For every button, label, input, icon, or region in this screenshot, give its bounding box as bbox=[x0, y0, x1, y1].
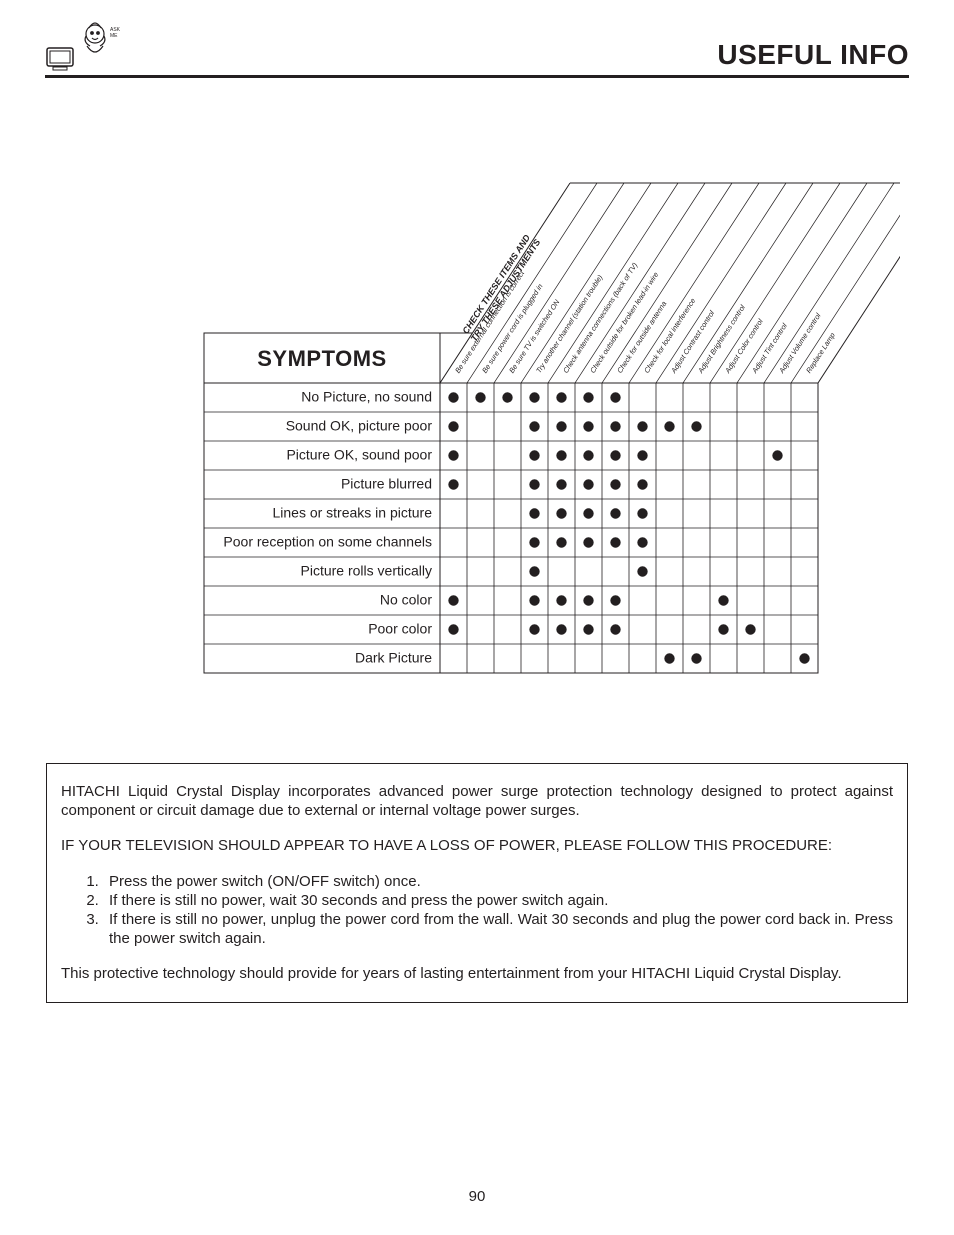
page: ASK ME USEFUL INFO SYMPTOMSCHECK THESE I… bbox=[0, 0, 954, 1235]
chart-svg: SYMPTOMSCHECK THESE ITEMS ANDTRY THESE A… bbox=[160, 168, 900, 708]
info-box: HITACHI Liquid Crystal Display incorpora… bbox=[46, 763, 908, 1003]
header: ASK ME USEFUL INFO bbox=[45, 18, 909, 78]
page-number: 90 bbox=[0, 1188, 954, 1205]
svg-text:Sound OK, picture poor: Sound OK, picture poor bbox=[286, 418, 433, 434]
svg-text:SYMPTOMS: SYMPTOMS bbox=[257, 346, 387, 371]
info-step: If there is still no power, wait 30 seco… bbox=[103, 891, 893, 910]
svg-text:Picture blurred: Picture blurred bbox=[341, 476, 432, 492]
info-p3: This protective technology should provid… bbox=[61, 964, 893, 983]
svg-text:Poor color: Poor color bbox=[368, 621, 432, 637]
info-step: If there is still no power, unplug the p… bbox=[103, 910, 893, 948]
info-p2: IF YOUR TELEVISION SHOULD APPEAR TO HAVE… bbox=[61, 836, 893, 855]
info-p1: HITACHI Liquid Crystal Display incorpora… bbox=[61, 782, 893, 820]
svg-text:ME: ME bbox=[110, 33, 118, 39]
info-steps: Press the power switch (ON/OFF switch) o… bbox=[61, 872, 893, 949]
troubleshooting-chart: SYMPTOMSCHECK THESE ITEMS ANDTRY THESE A… bbox=[160, 168, 900, 688]
info-step: Press the power switch (ON/OFF switch) o… bbox=[103, 872, 893, 891]
svg-text:Lines or streaks in picture: Lines or streaks in picture bbox=[272, 505, 432, 521]
svg-text:Dark Picture: Dark Picture bbox=[355, 650, 432, 666]
page-title: USEFUL INFO bbox=[717, 39, 909, 73]
ask-me-logo-icon: ASK ME bbox=[45, 18, 125, 73]
svg-text:Picture OK, sound poor: Picture OK, sound poor bbox=[286, 447, 432, 463]
svg-text:Poor reception on some channel: Poor reception on some channels bbox=[223, 534, 432, 550]
svg-text:Picture rolls vertically: Picture rolls vertically bbox=[301, 563, 432, 579]
svg-text:Adjust Brightness control: Adjust Brightness control bbox=[696, 303, 748, 376]
svg-text:No Picture, no sound: No Picture, no sound bbox=[301, 389, 432, 405]
svg-text:No color: No color bbox=[380, 592, 432, 608]
